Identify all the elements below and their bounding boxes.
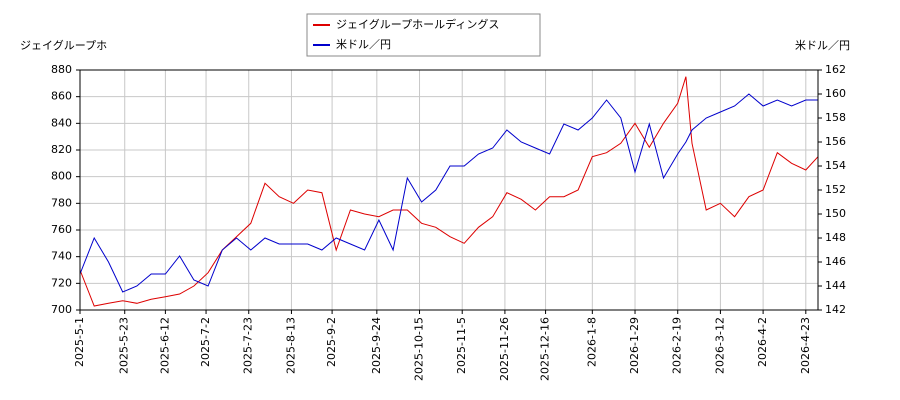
legend-label: ジェイグループホールディングス: [336, 17, 499, 31]
x-tick-label: 2026-1-29: [628, 317, 641, 374]
y2-tick-label: 162: [825, 63, 846, 76]
x-tick-label: 2025-6-12: [158, 317, 171, 374]
x-tick-label: 2025-8-13: [284, 317, 297, 374]
x-tick-label: 2026-2-19: [671, 317, 684, 374]
x-tick-label: 2025-11-26: [498, 317, 511, 381]
y2-tick-label: 144: [825, 279, 846, 292]
y2-tick-label: 152: [825, 183, 846, 196]
x-tick-label: 2026-4-2: [756, 317, 769, 367]
x-tick-label: 2025-5-23: [118, 317, 131, 374]
y2-tick-label: 146: [825, 255, 846, 268]
x-tick-label: 2026-4-23: [799, 317, 812, 374]
legend-box: [306, 13, 541, 57]
y-tick-label: 720: [51, 276, 72, 289]
x-tick-label: 2025-12-16: [539, 317, 552, 381]
y2-tick-label: 142: [825, 303, 846, 316]
y-tick-label: 840: [51, 116, 72, 129]
y2-tick-label: 160: [825, 87, 846, 100]
series-line: [79, 76, 819, 307]
x-tick-label: 2025-7-2: [199, 317, 212, 367]
y-tick-label: 760: [51, 223, 72, 236]
y-tick-label: 880: [51, 63, 72, 76]
y-tick-label: 740: [51, 250, 72, 263]
y2-tick-label: 158: [825, 111, 846, 124]
y2-tick-label: 154: [825, 159, 846, 172]
y2-tick-label: 156: [825, 135, 846, 148]
y2-tick-label: 150: [825, 207, 846, 220]
y-tick-label: 800: [51, 170, 72, 183]
x-tick-label: 2025-9-24: [370, 317, 383, 374]
x-tick-label: 2025-5-1: [73, 317, 86, 367]
y-tick-label: 860: [51, 90, 72, 103]
y-tick-label: 700: [51, 303, 72, 316]
x-tick-label: 2026-1-8: [585, 317, 598, 367]
legend-label: 米ドル／円: [336, 38, 391, 51]
y-tick-label: 820: [51, 143, 72, 156]
x-tick-label: 2025-10-15: [413, 317, 426, 381]
x-tick-label: 2026-3-12: [713, 317, 726, 374]
x-tick-label: 2025-7-23: [242, 317, 255, 374]
y2-axis-label: 米ドル／円: [795, 39, 850, 52]
x-tick-label: 2025-11-5: [455, 317, 468, 374]
y-axis-label: ジェイグループホ: [20, 38, 107, 52]
x-tick-label: 2025-9-2: [325, 317, 338, 367]
plot: [79, 76, 819, 307]
y-tick-label: 780: [51, 196, 72, 209]
series-line: [79, 93, 818, 293]
y2-tick-label: 148: [825, 231, 846, 244]
